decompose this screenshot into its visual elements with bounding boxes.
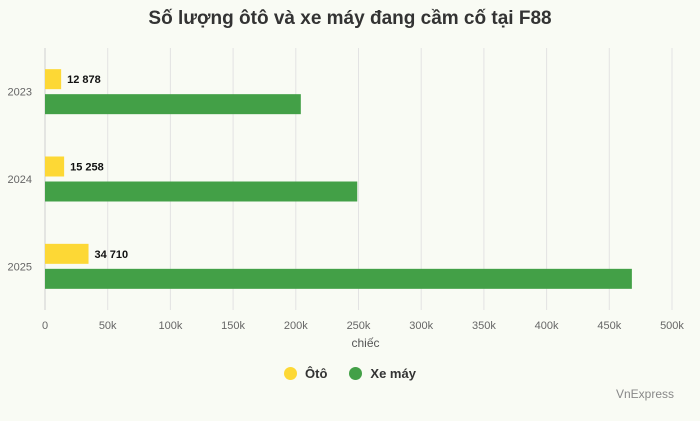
bar-oto bbox=[45, 156, 65, 177]
chart-title: Số lượng ôtô và xe máy đang cầm cố tại F… bbox=[148, 8, 552, 29]
x-tick-label: 500k bbox=[660, 320, 684, 332]
bar-oto bbox=[45, 69, 62, 90]
legend-item-xe-may[interactable]: Xe máy bbox=[349, 366, 416, 381]
y-tick-label: 2024 bbox=[8, 174, 32, 186]
legend: Ôtô Xe máy bbox=[0, 366, 700, 381]
source-credit: VnExpress bbox=[615, 387, 674, 401]
bar-xe-may bbox=[45, 181, 358, 202]
bar-oto bbox=[45, 243, 89, 264]
x-tick-label: 100k bbox=[158, 320, 182, 332]
y-tick-label: 2023 bbox=[8, 87, 32, 99]
bar-xe-may bbox=[45, 94, 301, 115]
x-tick-label: 350k bbox=[472, 320, 496, 332]
legend-label-xe-may: Xe máy bbox=[370, 366, 416, 381]
data-label: 15 258 bbox=[70, 162, 104, 174]
legend-marker-xe-may bbox=[349, 367, 363, 380]
legend-marker-oto bbox=[284, 367, 298, 380]
x-tick-label: 50k bbox=[99, 320, 117, 332]
x-tick-label: 0 bbox=[42, 320, 48, 332]
x-tick-label: 450k bbox=[597, 320, 621, 332]
x-tick-label: 400k bbox=[535, 320, 559, 332]
data-label: 12 878 bbox=[67, 74, 101, 86]
x-tick-label: 250k bbox=[347, 320, 371, 332]
legend-label-oto: Ôtô bbox=[305, 366, 328, 381]
data-label: 34 710 bbox=[95, 249, 129, 261]
x-axis-label: chiếc bbox=[351, 336, 379, 350]
x-tick-label: 200k bbox=[284, 320, 308, 332]
bar-xe-may bbox=[45, 268, 632, 289]
legend-item-oto[interactable]: Ôtô bbox=[284, 366, 327, 381]
x-tick-label: 150k bbox=[221, 320, 245, 332]
y-tick-label: 2025 bbox=[8, 261, 32, 273]
x-tick-label: 300k bbox=[409, 320, 433, 332]
